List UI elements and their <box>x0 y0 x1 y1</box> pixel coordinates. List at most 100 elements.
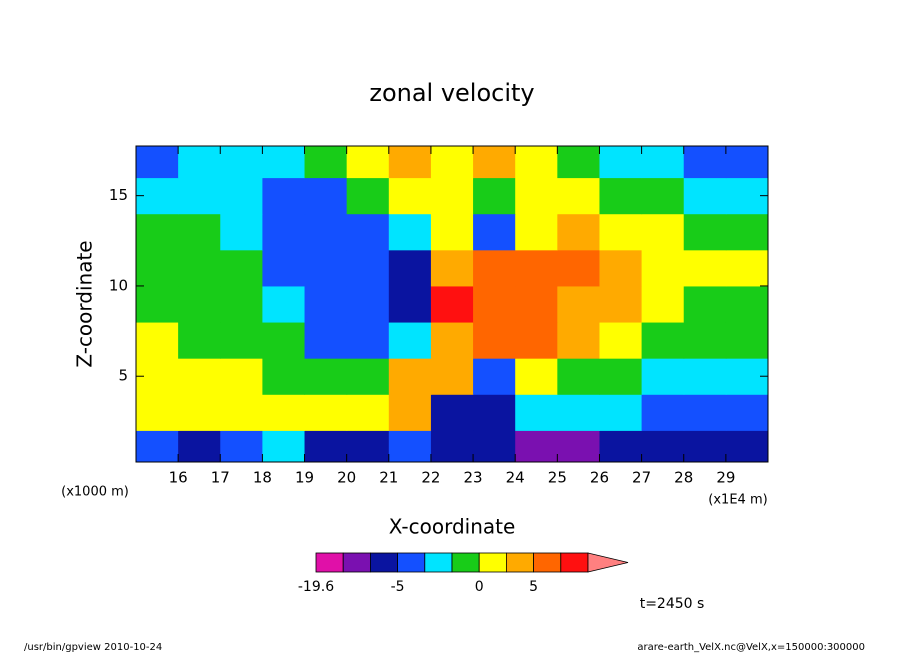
contour-cell <box>683 177 727 215</box>
contour-cell <box>262 249 306 287</box>
contour-cell <box>599 322 643 359</box>
contour-cell <box>557 213 600 251</box>
contour-cell <box>641 322 685 359</box>
colorbar-segment <box>342 552 371 573</box>
contour-cell <box>725 285 768 323</box>
contour-cell <box>304 213 348 251</box>
contour-cell <box>136 146 179 179</box>
colorbar-segment <box>424 552 453 573</box>
contour-cell <box>641 177 685 215</box>
contour-cell <box>304 394 348 431</box>
footer-right: arare-earth_VelX.nc@VelX,x=150000:300000 <box>637 642 865 653</box>
y-tick-label: 5 <box>118 367 128 385</box>
x-tick-label: 29 <box>716 469 735 487</box>
x-tick-label: 23 <box>464 469 483 487</box>
contour-cell <box>220 213 263 251</box>
contour-cell <box>388 249 432 287</box>
contour-cell <box>725 146 768 179</box>
contour-cell <box>557 146 600 179</box>
colorbar-segment <box>560 552 589 573</box>
contour-cell <box>262 358 306 395</box>
contour-cell <box>515 322 558 359</box>
contour-cell <box>641 146 685 179</box>
contour-cell <box>599 358 643 395</box>
contour-field <box>136 146 768 462</box>
contour-cell <box>557 322 600 359</box>
contour-cell <box>220 358 263 395</box>
contour-cell <box>725 430 768 462</box>
contour-cell <box>388 177 432 215</box>
contour-cell <box>304 358 348 395</box>
contour-cell <box>641 430 685 462</box>
time-label: t=2450 s <box>640 596 705 612</box>
contour-cell <box>220 146 263 179</box>
contour-cell <box>178 358 221 395</box>
contour-cell <box>220 394 263 431</box>
contour-cell <box>515 285 558 323</box>
contour-cell <box>430 322 474 359</box>
contour-cell <box>599 146 643 179</box>
footer-left: /usr/bin/gpview 2010-10-24 <box>24 642 162 653</box>
contour-cell <box>388 394 432 431</box>
colorbar-segment <box>505 552 534 573</box>
x-tick-label: 22 <box>421 469 440 487</box>
contour-cell <box>473 430 516 462</box>
contour-cell <box>346 394 390 431</box>
contour-cell <box>641 358 685 395</box>
contour-cell <box>430 358 474 395</box>
colorbar-segment <box>478 552 507 573</box>
contour-cell <box>178 177 221 215</box>
contour-cell <box>641 249 685 287</box>
contour-cell <box>683 146 727 179</box>
colorbar-tick-label: 5 <box>529 579 538 595</box>
x-tick-label: 20 <box>337 469 356 487</box>
contour-cell <box>136 285 179 323</box>
contour-cell <box>136 394 179 431</box>
contour-cell <box>346 322 390 359</box>
contour-cell <box>725 394 768 431</box>
contour-cell <box>262 394 306 431</box>
contour-cell <box>178 394 221 431</box>
contour-cell <box>388 285 432 323</box>
contour-cell <box>304 146 348 179</box>
contour-cell <box>599 430 643 462</box>
contour-cell <box>599 213 643 251</box>
colorbar-segment <box>533 552 562 573</box>
contour-cell <box>346 213 390 251</box>
contour-cell <box>430 430 474 462</box>
contour-cell <box>346 358 390 395</box>
contour-cell <box>388 146 432 179</box>
x-tick-label: 27 <box>632 469 651 487</box>
contour-cell <box>599 177 643 215</box>
contour-cell <box>683 358 727 395</box>
contour-cell <box>473 322 516 359</box>
contour-cell <box>599 249 643 287</box>
contour-cell <box>515 394 558 431</box>
contour-cell <box>515 213 558 251</box>
contour-cell <box>388 322 432 359</box>
colorbar-segment <box>397 552 426 573</box>
contour-cell <box>178 249 221 287</box>
contour-cell <box>683 213 727 251</box>
contour-cell <box>473 358 516 395</box>
contour-cell <box>388 430 432 462</box>
contour-cell <box>557 430 600 462</box>
contour-cell <box>557 285 600 323</box>
colorbar-segment <box>369 552 398 573</box>
contour-cell <box>641 285 685 323</box>
x-tick-label: 19 <box>295 469 314 487</box>
x-tick-label: 28 <box>674 469 693 487</box>
contour-cell <box>473 213 516 251</box>
plot-frame <box>135 145 769 463</box>
x-axis-label: X-coordinate <box>389 515 516 539</box>
contour-cell <box>430 394 474 431</box>
contour-cell <box>557 177 600 215</box>
contour-cell <box>725 213 768 251</box>
y-axis-label: Z-coordinate <box>73 240 97 367</box>
contour-cell <box>683 322 727 359</box>
contour-cell <box>641 213 685 251</box>
colorbar-segment <box>451 552 480 573</box>
contour-cell <box>473 177 516 215</box>
contour-cell <box>599 394 643 431</box>
